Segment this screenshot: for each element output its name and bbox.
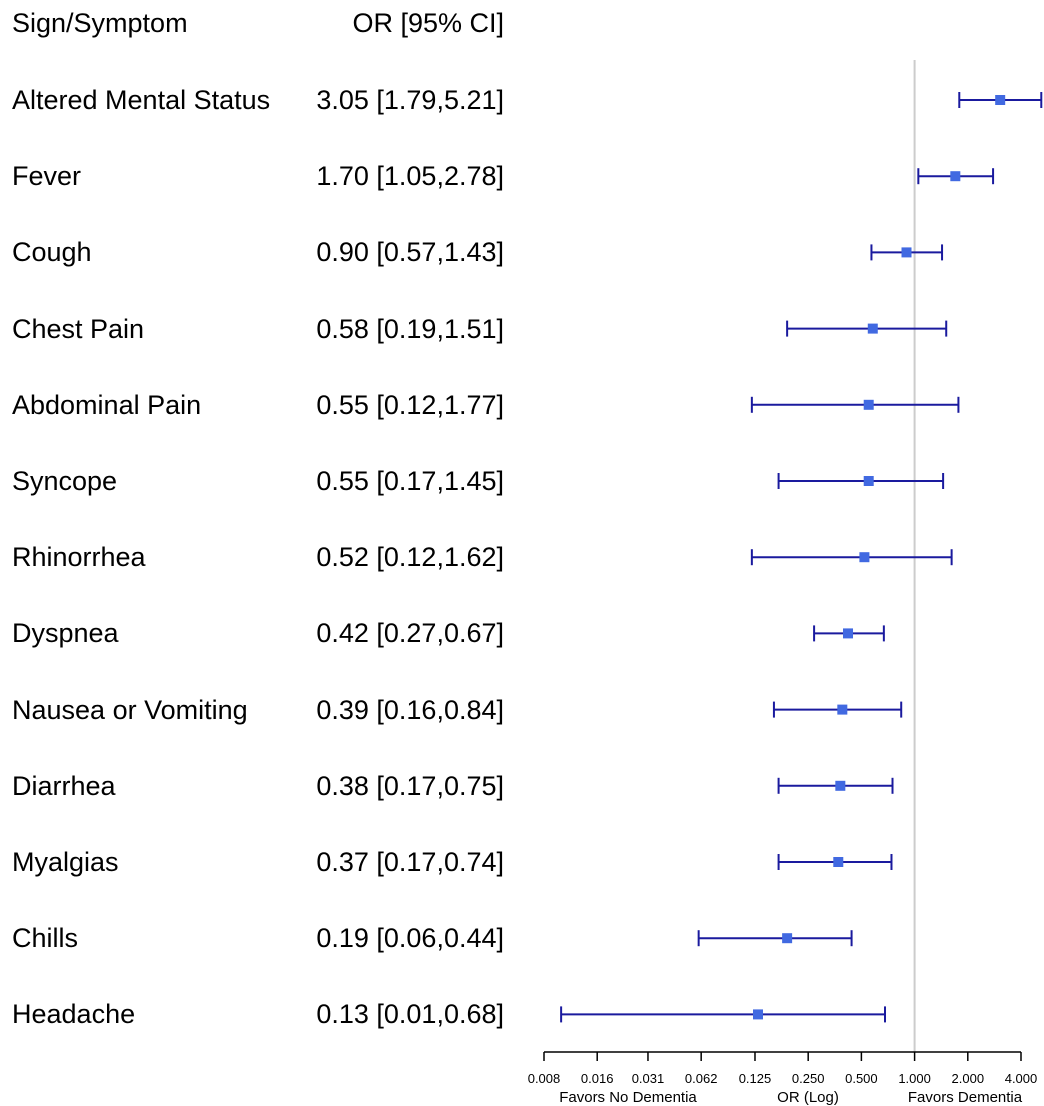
header-or-ci: OR [95% CI]	[352, 8, 504, 38]
x-tick-label: 0.125	[739, 1071, 772, 1086]
row-or-ci: 0.42 [0.27,0.67]	[316, 618, 504, 649]
x-tick-label: 4.000	[1005, 1071, 1038, 1086]
x-tick-label: 2.000	[952, 1071, 985, 1086]
x-axis-title: OR (Log)	[777, 1089, 839, 1106]
row-label: Nausea or Vomiting	[12, 694, 248, 725]
or-point	[950, 171, 961, 182]
or-point	[833, 857, 844, 867]
row-label: Syncope	[12, 466, 118, 496]
favors-dementia-label: Favors Dementia	[908, 1089, 1023, 1106]
row-or-ci: 0.19 [0.06,0.44]	[316, 923, 504, 954]
row-label: Dyspnea	[12, 618, 119, 649]
row-label: Fever	[12, 161, 82, 192]
row-label: Chills	[12, 923, 79, 954]
row-or-ci: 0.13 [0.01,0.68]	[316, 999, 504, 1030]
x-tick-label: 0.016	[581, 1071, 614, 1086]
x-tick-label: 0.008	[528, 1071, 561, 1086]
row-label: Chest Pain	[12, 313, 145, 344]
or-point	[752, 1009, 763, 1020]
or-point	[901, 247, 912, 258]
row-label: Myalgias	[12, 847, 119, 877]
or-point	[863, 399, 874, 410]
row-or-ci: 0.58 [0.19,1.51]	[316, 313, 504, 344]
row-or-ci: 0.38 [0.17,0.75]	[316, 770, 504, 801]
or-point	[843, 628, 854, 639]
or-point	[995, 95, 1006, 105]
row-or-ci: 0.90 [0.57,1.43]	[316, 237, 504, 268]
x-tick-label: 1.000	[898, 1071, 931, 1086]
header-sign-symptom: Sign/Symptom	[12, 8, 188, 38]
row-label: Abdominal Pain	[12, 389, 202, 420]
row-or-ci: 3.05 [1.79,5.21]	[316, 85, 504, 115]
x-tick-label: 0.031	[632, 1071, 665, 1086]
or-point	[867, 323, 878, 334]
row-label: Diarrhea	[12, 770, 116, 801]
row-or-ci: 0.52 [0.12,1.62]	[316, 542, 504, 573]
or-point	[835, 780, 846, 791]
or-point	[837, 704, 848, 715]
row-or-ci: 1.70 [1.05,2.78]	[316, 161, 504, 192]
row-or-ci: 0.55 [0.17,1.45]	[316, 466, 504, 496]
favors-no-dementia-label: Favors No Dementia	[559, 1089, 697, 1106]
row-label: Altered Mental Status	[12, 85, 271, 115]
or-point	[859, 552, 870, 563]
row-or-ci: 0.37 [0.17,0.74]	[316, 847, 504, 877]
row-label: Cough	[12, 237, 92, 268]
or-point	[863, 476, 874, 486]
row-or-ci: 0.39 [0.16,0.84]	[316, 694, 504, 725]
row-or-ci: 0.55 [0.12,1.77]	[316, 389, 504, 420]
or-point	[782, 933, 793, 944]
row-label: Headache	[12, 999, 136, 1030]
x-tick-label: 0.250	[792, 1071, 825, 1086]
row-label: Rhinorrhea	[12, 542, 146, 573]
x-tick-label: 0.062	[685, 1071, 718, 1086]
x-tick-label: 0.500	[845, 1071, 878, 1086]
